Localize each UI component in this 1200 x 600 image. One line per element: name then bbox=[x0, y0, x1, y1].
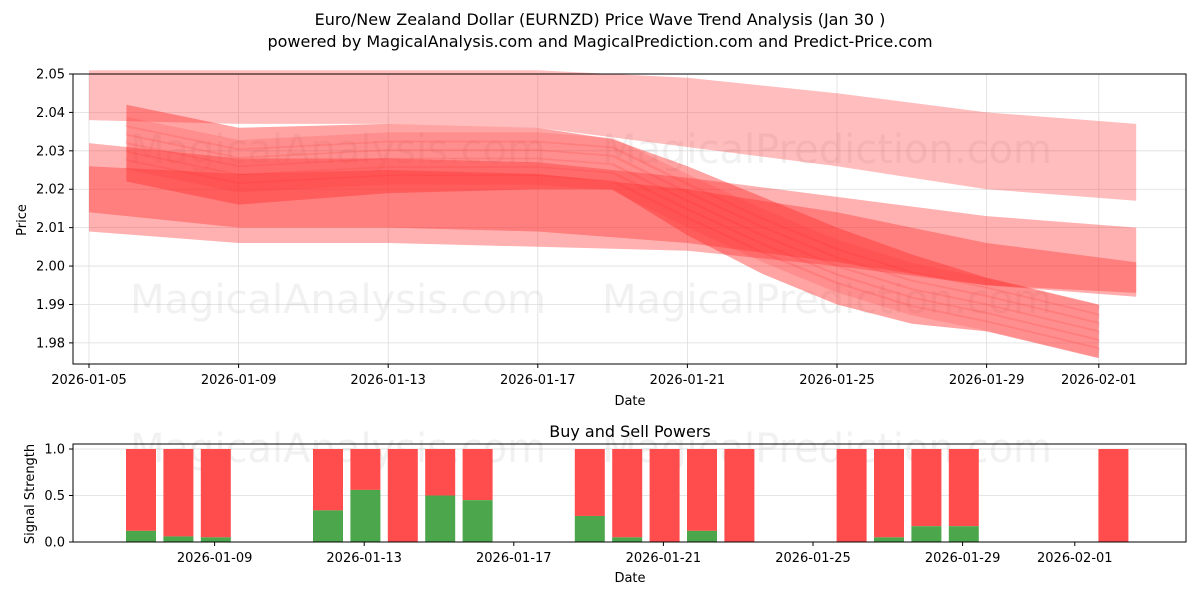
x-tick-label: 2026-01-25 bbox=[799, 373, 875, 388]
buy-sell-title: Buy and Sell Powers bbox=[549, 422, 711, 441]
buy-bar bbox=[313, 510, 343, 542]
sell-bar bbox=[911, 449, 942, 527]
y-tick-label: 2.01 bbox=[36, 221, 65, 236]
sell-bar bbox=[163, 449, 194, 537]
sell-bar bbox=[836, 449, 867, 542]
y-tick-label: 0.5 bbox=[44, 489, 65, 504]
x-tick-label: 2026-01-09 bbox=[201, 373, 277, 388]
trend-band bbox=[89, 143, 1137, 293]
trend-band bbox=[89, 166, 1137, 297]
sell-bar bbox=[874, 449, 904, 538]
chart-title: Euro/New Zealand Dollar (EURNZD) Price W… bbox=[314, 10, 886, 29]
x-tick-label: 2026-01-25 bbox=[775, 551, 851, 566]
y-tick-label: 1.98 bbox=[36, 336, 65, 351]
x-tick-label: 2026-01-29 bbox=[949, 373, 1025, 388]
x-tick-label: 2026-01-13 bbox=[326, 551, 402, 566]
sell-bar bbox=[462, 449, 493, 501]
sell-bar bbox=[200, 449, 231, 538]
watermark: MagicalPrediction.com bbox=[602, 127, 1052, 173]
buy-bar bbox=[874, 537, 904, 542]
buy-bar bbox=[126, 530, 156, 542]
sell-bar bbox=[948, 449, 979, 527]
x-tick-label: 2026-01-21 bbox=[626, 551, 702, 566]
sell-bar bbox=[126, 449, 156, 531]
sell-bar bbox=[1098, 449, 1129, 542]
y-tick-label: 2.05 bbox=[36, 68, 65, 83]
buy-bar bbox=[687, 530, 717, 542]
sell-bar bbox=[649, 449, 680, 542]
watermark: MagicalPrediction.com bbox=[602, 277, 1052, 323]
x-tick-label: 2026-01-29 bbox=[925, 551, 1001, 566]
x-tick-label: 2026-01-09 bbox=[177, 551, 253, 566]
sell-bar bbox=[387, 449, 418, 542]
sell-bar bbox=[574, 449, 605, 516]
buy-bar bbox=[948, 526, 979, 542]
x-tick-label: 2026-01-05 bbox=[51, 373, 127, 388]
sell-bar bbox=[687, 449, 717, 531]
buy-bar bbox=[574, 515, 605, 542]
sell-bar bbox=[350, 449, 381, 490]
watermark: MagicalAnalysis.com bbox=[130, 127, 546, 173]
buy-bar bbox=[911, 526, 942, 542]
buy-bar bbox=[200, 537, 231, 542]
y-tick-label: 0.0 bbox=[44, 536, 65, 551]
x-tick-label: 2026-01-13 bbox=[350, 373, 426, 388]
buy-bar bbox=[425, 495, 456, 542]
x-axis-label: Date bbox=[614, 394, 645, 409]
y-tick-label: 2.03 bbox=[36, 144, 65, 159]
y-axis-label: Signal Strength bbox=[23, 444, 38, 544]
buy-sell-chart: MagicalAnalysis.comMagicalPrediction.com… bbox=[23, 422, 1187, 586]
buy-bar bbox=[350, 489, 381, 542]
chart-subtitle: powered by MagicalAnalysis.com and Magic… bbox=[267, 32, 933, 51]
x-tick-label: 2026-02-01 bbox=[1061, 373, 1137, 388]
y-tick-label: 1.0 bbox=[44, 443, 65, 458]
trend-band bbox=[89, 70, 1137, 201]
y-tick-label: 1.99 bbox=[36, 298, 65, 313]
buy-bar bbox=[462, 500, 493, 542]
price-chart: MagicalAnalysis.com MagicalPrediction.com… bbox=[15, 68, 1187, 409]
x-tick-label: 2026-01-21 bbox=[650, 373, 726, 388]
x-axis-label: Date bbox=[614, 571, 645, 586]
trend-band bbox=[126, 104, 1099, 359]
x-tick-label: 2026-01-17 bbox=[476, 551, 552, 566]
watermark: MagicalAnalysis.com bbox=[130, 277, 546, 323]
sell-bar bbox=[313, 449, 343, 511]
sell-bar bbox=[724, 449, 755, 542]
buy-bar bbox=[612, 537, 643, 542]
x-tick-label: 2026-01-17 bbox=[500, 373, 576, 388]
y-tick-label: 2.00 bbox=[36, 260, 65, 275]
sell-bar bbox=[425, 449, 456, 496]
buy-bar bbox=[163, 536, 194, 542]
y-axis-label: Price bbox=[15, 204, 30, 236]
sell-bar bbox=[612, 449, 643, 538]
y-tick-label: 2.04 bbox=[36, 106, 65, 121]
x-tick-label: 2026-02-01 bbox=[1037, 551, 1113, 566]
y-tick-label: 2.02 bbox=[36, 183, 65, 198]
